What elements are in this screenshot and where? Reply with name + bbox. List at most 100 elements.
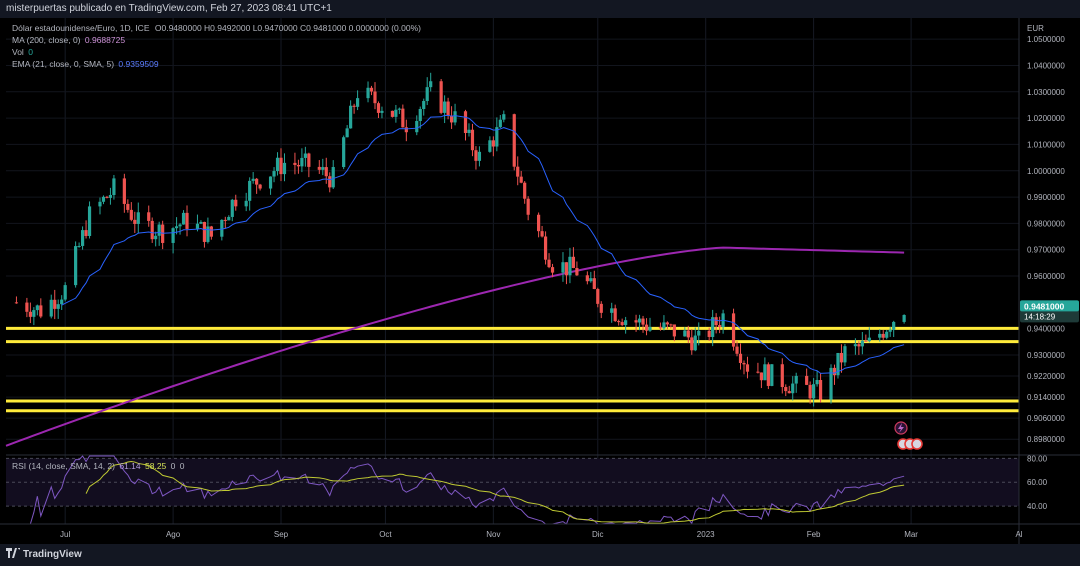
ma-label: MA (200, close, 0) [12, 35, 81, 45]
y-tick-11: 0.9300000 [1027, 351, 1065, 360]
candle-body-10 [63, 285, 67, 300]
ema-value: 0.9359509 [118, 59, 159, 69]
candle-body-149 [742, 362, 746, 365]
ema-21-line [61, 114, 905, 374]
candle-body-130 [648, 326, 652, 331]
candle-body-98 [495, 127, 499, 147]
x-tick-1: Ago [166, 530, 181, 539]
candle-body-91 [463, 111, 468, 134]
lightning-bolt-icon [898, 423, 904, 433]
y-tick-4: 1.0100000 [1027, 140, 1065, 149]
candle-body-46 [244, 200, 248, 207]
candle-body-11 [74, 246, 78, 286]
candle-body-171 [853, 344, 857, 347]
candle-body-102 [516, 166, 520, 177]
candle-body-112 [564, 262, 569, 276]
candle-body-123 [617, 321, 621, 323]
x-tick-4: Nov [486, 530, 500, 539]
candle-body-13 [80, 230, 85, 246]
tradingview-logo[interactable]: TradingView [6, 548, 82, 560]
y-tick-0: 1.0500000 [1027, 35, 1065, 44]
candle-body-92 [467, 129, 471, 134]
rsi-legend[interactable]: RSI (14, close, SMA, 14, 2) 61.14 58.25 … [12, 461, 185, 471]
candle-body-57 [296, 164, 301, 167]
candle-body-117 [589, 278, 593, 282]
candle-body-122 [613, 308, 617, 322]
x-tick-0: Jul [60, 530, 70, 539]
candle-body-64 [328, 176, 332, 188]
candle-body-166 [829, 367, 833, 400]
candle-body-160 [794, 375, 798, 384]
publisher-header: misterpuertas publicado en TradingView.c… [0, 0, 1080, 18]
legend-vol-row[interactable]: Vol 0 [12, 46, 421, 58]
legend-ema-row[interactable]: EMA (21, close, 0, SMA, 5) 0.9359509 [12, 58, 421, 70]
candle-body-5 [39, 305, 43, 317]
candle-body-134 [669, 324, 673, 326]
candle-body-33 [178, 224, 182, 227]
candle-body-169 [839, 352, 844, 363]
candle-body-127 [637, 318, 642, 323]
candle-body-67 [345, 128, 349, 138]
symbol-name[interactable]: Dólar estadounidense/Euro, 1D, ICE [12, 23, 150, 33]
y-tick-2: 1.0300000 [1027, 88, 1065, 97]
candle-body-87 [443, 101, 447, 113]
candle-body-129 [644, 324, 649, 331]
rsi-tick-1: 60.00 [1027, 478, 1048, 487]
candle-body-42 [223, 219, 227, 221]
candle-body-23 [129, 209, 133, 220]
chart-area[interactable]: EUR 1.0500000 1.0400000 1.0300000 1.0200000 1… [0, 18, 1080, 544]
tradingview-logo-text: TradingView [23, 549, 82, 560]
candle-body-25 [136, 212, 140, 224]
y-tick-3: 1.0200000 [1027, 114, 1065, 123]
y-tick-13: 0.9140000 [1027, 393, 1065, 402]
candle-body-18 [105, 196, 109, 198]
candle-body-24 [133, 219, 137, 224]
candle-body-135 [672, 324, 676, 337]
candle-body-59 [303, 153, 307, 158]
candle-body-175 [867, 337, 871, 342]
x-tick-9: Al [1015, 530, 1022, 539]
y-tick-8: 0.9700000 [1027, 246, 1065, 255]
candle-body-73 [373, 91, 377, 104]
x-tick-8: Mar [904, 530, 918, 539]
candle-body-179 [888, 329, 892, 332]
legend-ma-row[interactable]: MA (200, close, 0) 0.9688725 [12, 34, 421, 46]
candle-body-83 [422, 101, 426, 110]
footer-bar [0, 544, 1080, 566]
event-markers[interactable] [894, 421, 923, 450]
candle-body-53 [275, 157, 280, 172]
y-tick-12: 0.9220000 [1027, 372, 1065, 381]
candle-body-146 [731, 313, 736, 347]
candle-body-28 [154, 235, 158, 240]
ema-label: EMA (21, close, 0, SMA, 5) [12, 59, 115, 69]
candle-body-118 [592, 278, 596, 290]
ma-200-path [5, 246, 905, 447]
candle-body-45 [234, 199, 238, 207]
ema-21-path [61, 114, 905, 374]
candle-body-17 [101, 196, 106, 202]
candle-body-31 [171, 228, 175, 243]
price-tag-countdown: 14:18:29 [1024, 312, 1056, 321]
candle-body-107 [540, 231, 544, 237]
candle-body-101 [512, 114, 516, 167]
candle-body-27 [150, 220, 154, 240]
x-tick-7: Feb [807, 530, 821, 539]
candle-body-159 [791, 383, 795, 394]
ma-value: 0.9688725 [84, 35, 126, 45]
candle-body-58 [300, 157, 304, 167]
rsi-pane [6, 454, 1080, 525]
y-tick-5: 1.0000000 [1027, 167, 1065, 176]
rsi-value-4: 0 [179, 461, 185, 471]
price-tag-top [1020, 300, 1079, 312]
x-tick-3: Oct [379, 530, 392, 539]
chart-legend: Dólar estadounidense/Euro, 1D, ICE O0.94… [12, 22, 421, 70]
y-tick-6: 0.9900000 [1027, 193, 1065, 202]
candle-body-147 [735, 346, 739, 354]
candle-body-164 [815, 379, 819, 385]
candle-body-115 [575, 267, 579, 276]
candle-body-139 [693, 335, 697, 351]
price-chart-svg[interactable]: EUR 1.0500000 1.0400000 1.0300000 1.0200000 1… [0, 18, 1080, 544]
candle-body-121 [610, 308, 614, 313]
candle-body-61 [317, 166, 321, 170]
candle-body-79 [401, 108, 405, 128]
